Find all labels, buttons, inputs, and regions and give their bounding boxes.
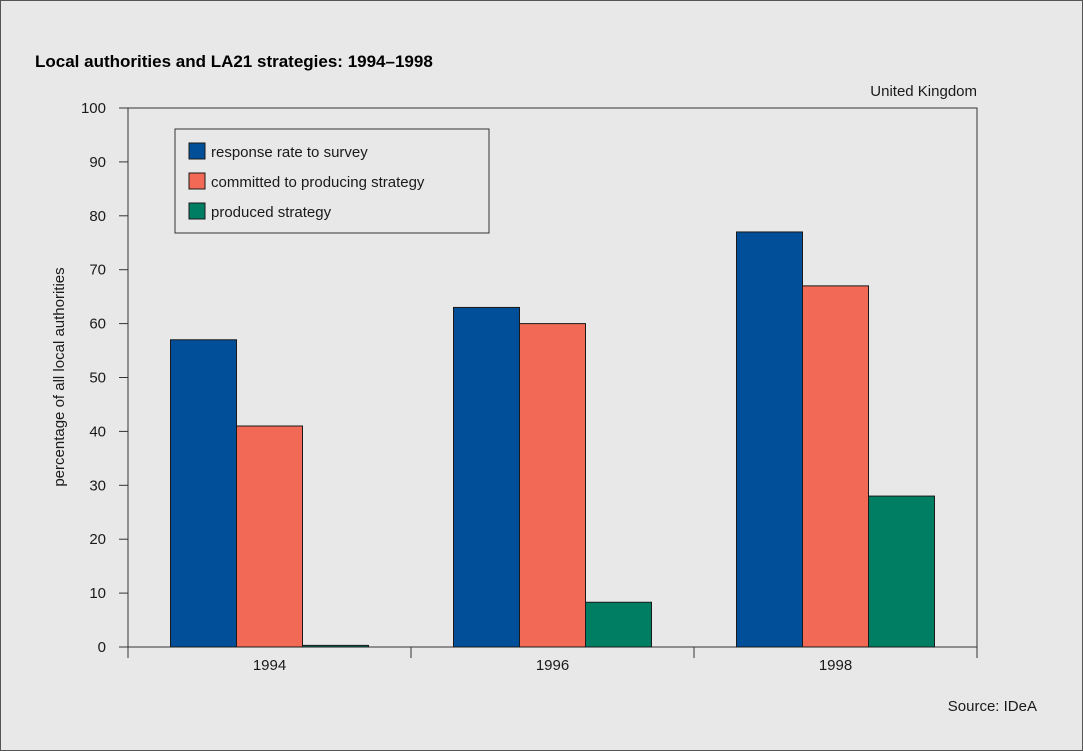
chart-source: Source: IDeA	[948, 698, 1037, 715]
y-tick-label: 100	[81, 100, 106, 117]
y-tick-label: 30	[89, 477, 106, 494]
x-tick-label: 1996	[536, 657, 569, 674]
bar	[736, 231, 803, 648]
bar	[170, 339, 237, 648]
legend-label: response rate to survey	[211, 144, 368, 161]
legend-swatch	[188, 172, 206, 190]
bar	[302, 644, 369, 648]
legend-label: committed to producing strategy	[211, 174, 425, 191]
chart-title: Local authorities and LA21 strategies: 1…	[35, 52, 433, 71]
y-tick-label: 90	[89, 154, 106, 171]
y-tick-label: 80	[89, 208, 106, 225]
y-tick-label: 60	[89, 316, 106, 333]
y-tick-label: 50	[89, 370, 106, 387]
bar	[868, 495, 935, 648]
bar	[453, 306, 520, 648]
bars-group	[170, 231, 935, 648]
bar	[519, 323, 586, 648]
chart-subtitle: United Kingdom	[870, 83, 977, 100]
y-tick-label: 20	[89, 531, 106, 548]
y-tick-label: 10	[89, 585, 106, 602]
y-tick-label: 0	[98, 639, 106, 656]
x-tick-label: 1994	[253, 657, 286, 674]
y-tick-label: 40	[89, 423, 106, 440]
legend-box	[174, 128, 490, 234]
y-axis-label: percentage of all local authorities	[51, 267, 68, 486]
legend-swatch	[188, 202, 206, 220]
x-axis: 1994 1996 1998	[127, 647, 978, 674]
y-tick-label: 70	[89, 262, 106, 279]
legend-swatch	[188, 142, 206, 160]
bar	[802, 285, 869, 648]
y-axis: 0 10 20 30 40 50 60 70 80 90 100	[81, 100, 128, 656]
bar	[585, 601, 652, 648]
legend: response rate to survey committed to prod…	[174, 128, 490, 234]
x-tick-label: 1998	[819, 657, 852, 674]
legend-label: produced strategy	[211, 204, 332, 221]
bar	[236, 425, 303, 648]
